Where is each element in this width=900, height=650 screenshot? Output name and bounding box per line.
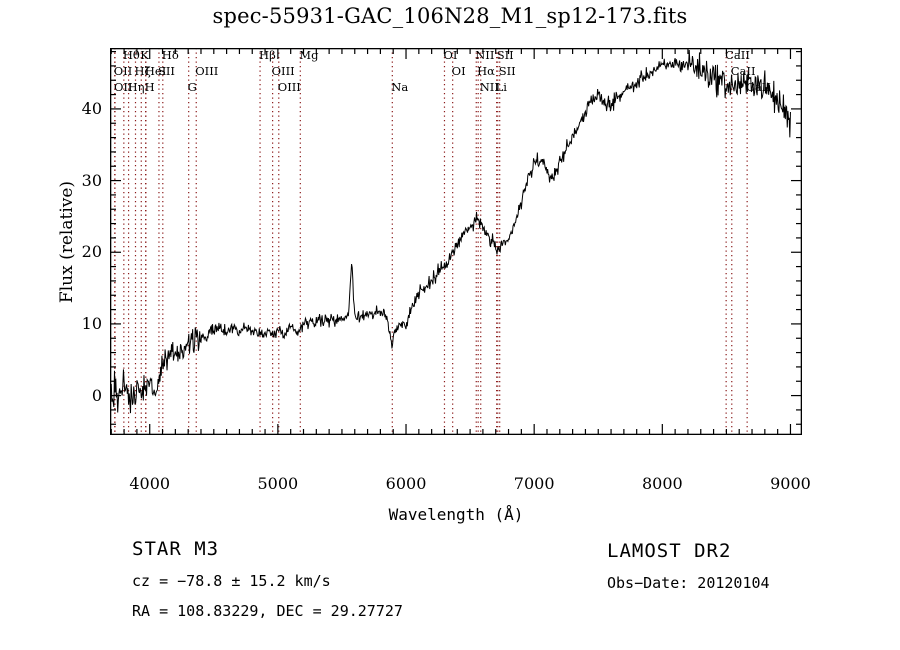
redshift-velocity-label: cz = −78.8 ± 15.2 km/s	[132, 572, 331, 590]
line-label-H: Hα	[477, 64, 495, 78]
line-label-H: Hθ	[122, 48, 140, 62]
y-tick-label-40: 40	[81, 98, 102, 118]
x-tick-label-9000: 9000	[770, 474, 811, 493]
line-label-NII: NII	[479, 80, 499, 94]
line-label-SII: SII	[496, 48, 514, 62]
page-title: spec-55931-GAC_106N28_M1_sp12-173.fits	[212, 4, 688, 28]
x-tick-label-4000: 4000	[129, 474, 171, 493]
line-label-OIII: OIII	[277, 80, 301, 94]
line-marker-gridlines	[114, 48, 748, 435]
line-label-SII: SII	[157, 64, 175, 78]
line-label-Na: Na	[391, 80, 409, 94]
coordinates-label: RA = 108.83229, DEC = 29.27727	[132, 602, 403, 620]
y-tick-label-0: 0	[91, 385, 102, 405]
line-label-G: G	[187, 80, 197, 94]
axis-ticks	[110, 48, 802, 435]
line-label-H: Hη	[127, 80, 145, 94]
line-label-H: Hζ	[134, 64, 151, 78]
line-label-OII: OII	[113, 80, 133, 94]
line-label-OI: OI	[443, 48, 458, 62]
x-tick-label-5000: 5000	[257, 474, 299, 493]
line-label-H: Hβ	[259, 48, 276, 62]
line-label-Li: Li	[495, 80, 507, 94]
line-label-Mg: Mg	[299, 48, 319, 62]
object-class-label: STAR M3	[132, 538, 220, 560]
x-tick-label-6000: 6000	[385, 474, 427, 493]
line-label-CaII: CaII	[730, 64, 756, 78]
plot-frame	[110, 48, 802, 435]
line-label-HeI: HeI	[144, 64, 167, 78]
x-axis-label: Wavelength (Å)	[388, 505, 524, 524]
line-label-CaII: CaII	[746, 80, 771, 94]
spectrum-plot	[110, 48, 802, 435]
line-label-NII: NII	[475, 48, 495, 62]
line-label-CaII: CaII	[725, 48, 750, 62]
line-label-OII: OII	[113, 64, 133, 78]
y-tick-label-20: 20	[81, 242, 102, 262]
y-tick-label-30: 30	[81, 170, 102, 190]
y-tick-label-10: 10	[81, 313, 102, 333]
line-label-OIII: OIII	[195, 64, 219, 78]
line-label-K: K	[140, 48, 149, 62]
line-label-H: Hδ	[161, 48, 179, 62]
survey-label: LAMOST DR2	[607, 540, 732, 562]
x-tick-label-8000: 8000	[641, 474, 683, 493]
x-tick-label-7000: 7000	[513, 474, 555, 493]
line-label-SII: SII	[498, 64, 516, 78]
spectrum-svg	[110, 48, 802, 435]
line-label-H: H	[144, 80, 155, 94]
obs-date-label: Obs−Date: 20120104	[607, 574, 770, 592]
line-label-OI: OI	[451, 64, 466, 78]
spectrum-curve	[110, 49, 791, 414]
line-label-OIII: OIII	[271, 64, 295, 78]
